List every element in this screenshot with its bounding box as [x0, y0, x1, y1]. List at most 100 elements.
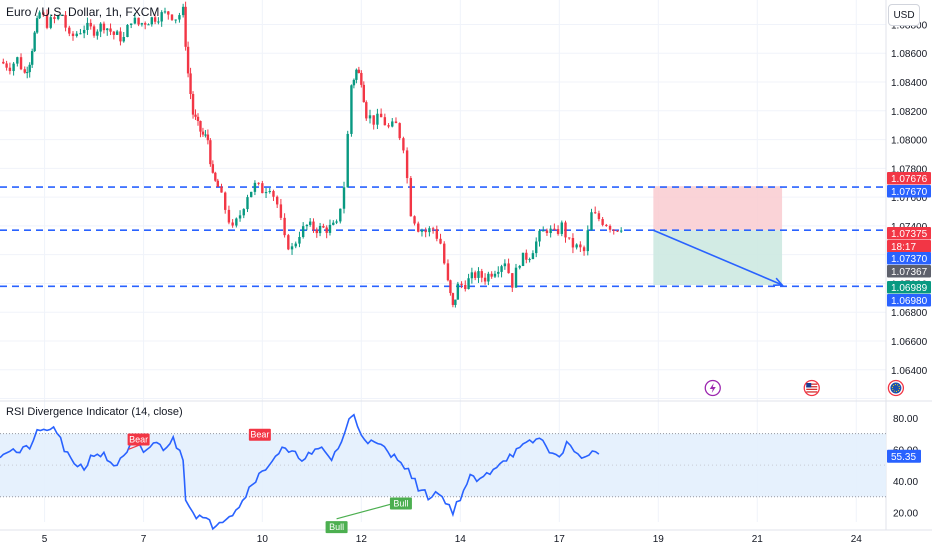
price-tick-label: 1.07800: [891, 164, 928, 175]
candle-body: [268, 191, 271, 193]
candle-body: [597, 213, 601, 220]
price-axis-label-bg: [887, 240, 931, 253]
candle-body: [568, 237, 571, 239]
divergence-label-text: Bear: [250, 430, 269, 440]
candle-body: [167, 11, 170, 15]
candle-body: [443, 243, 446, 264]
candle-body: [82, 29, 86, 34]
price-axis-label: 1.06989: [891, 283, 928, 294]
price-axis-label: 1.07670: [891, 187, 928, 198]
candle-body: [264, 192, 268, 194]
rsi-tick-label: 20.00: [893, 509, 918, 520]
candle-body: [365, 102, 368, 119]
candle-body: [224, 192, 227, 210]
candle-body: [612, 229, 615, 231]
currency-button[interactable]: USD: [888, 4, 920, 26]
candle-body: [325, 227, 328, 233]
candle-body: [26, 72, 29, 74]
price-axis-label-bg: [887, 172, 931, 185]
candle-body: [549, 228, 552, 234]
candle-body: [301, 226, 305, 238]
candle-body: [181, 6, 185, 16]
candle-body: [424, 230, 427, 233]
candle-body: [242, 209, 245, 216]
divergence-label-bg: [325, 521, 348, 534]
candle-body: [601, 219, 604, 225]
eu-flag-stars: [891, 384, 900, 392]
bull-divergence-label: Bull: [325, 521, 348, 534]
candle-body: [449, 280, 452, 294]
candle-body: [553, 228, 556, 230]
candle-body: [362, 84, 366, 103]
candle-body: [231, 222, 234, 226]
candle-body: [49, 17, 52, 28]
price-tick-label: 1.08000: [891, 136, 928, 147]
candle-body: [12, 63, 15, 72]
candle-body: [372, 115, 375, 125]
candle-body: [560, 222, 563, 234]
lightning-icon[interactable]: [704, 379, 721, 397]
divergence-label-text: Bull: [393, 498, 408, 508]
divergence-label-text: Bull: [329, 522, 344, 532]
candle-body: [383, 117, 387, 126]
candle-body: [92, 26, 96, 36]
candle-body: [249, 191, 253, 198]
eu-flag-icon[interactable]: [887, 379, 905, 397]
flag-canton: [806, 383, 812, 388]
candle-body: [238, 215, 242, 219]
price-axis-label: 1.07367: [891, 267, 928, 278]
candle-body: [521, 252, 525, 266]
bull-divergence-label: Bull: [389, 497, 412, 510]
candle-body: [514, 267, 518, 288]
rsi-indicator-title: RSI Divergence Indicator (14, close): [6, 406, 183, 418]
candle-body: [246, 197, 249, 210]
candle-body: [119, 31, 122, 42]
candle-body: [253, 182, 257, 192]
candle-body: [56, 15, 60, 19]
divergence-label-bg: [127, 433, 150, 446]
candle-body: [518, 265, 521, 268]
candle-body: [5, 63, 8, 68]
price-tick-label: 1.08600: [891, 49, 928, 60]
price-tick-label: 1.06800: [891, 308, 928, 319]
candle-body: [394, 121, 398, 124]
candle-body: [571, 237, 575, 248]
candle-body: [328, 224, 332, 233]
us-flag-icon[interactable]: [803, 379, 820, 397]
candle-body: [594, 212, 597, 214]
candle-body: [42, 12, 45, 15]
time-tick-label: 24: [851, 534, 863, 545]
candle-body: [503, 263, 507, 267]
price-tick-label: 1.07600: [891, 193, 928, 204]
price-axis-label: 1.07676: [891, 174, 928, 185]
candle-body: [174, 19, 177, 21]
candle-body: [294, 243, 297, 247]
candle-body: [235, 218, 238, 226]
candle-body: [129, 23, 133, 25]
candle-body: [214, 172, 217, 181]
candle-body: [272, 191, 275, 197]
candle-body: [538, 230, 541, 242]
candle-body: [196, 116, 200, 121]
candle-body: [493, 273, 497, 277]
candle-body: [199, 120, 202, 132]
candle-body: [290, 246, 294, 250]
candle-body: [211, 164, 215, 173]
candle-body: [163, 11, 167, 13]
candle-body: [446, 263, 450, 281]
candle-body: [473, 272, 477, 278]
candle-body: [335, 221, 338, 223]
price-axis-label-bg: [887, 294, 931, 307]
price-axis-label-bg: [887, 185, 931, 198]
candle-body: [147, 24, 150, 26]
candle-body: [261, 183, 264, 194]
time-tick-label: 21: [752, 534, 764, 545]
flag-stripe: [806, 388, 818, 390]
candle-body: [339, 208, 342, 222]
price-tick-label: 1.06400: [891, 366, 928, 377]
candle-body: [2, 61, 5, 64]
candle-body: [477, 271, 480, 278]
candle-body: [191, 94, 195, 115]
candle-body: [464, 284, 467, 290]
